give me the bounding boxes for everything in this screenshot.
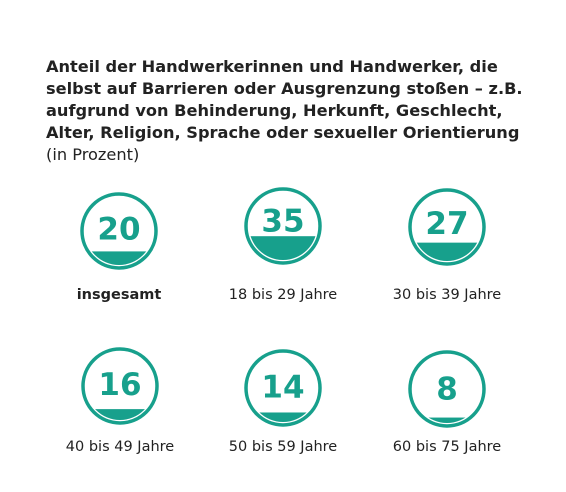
gauge-label-5: 50 bis 59 Jahre [228, 439, 338, 455]
gauge-fill-3 [413, 242, 481, 261]
gauge-ring-3 [408, 188, 486, 266]
gauge-5: 14 [244, 349, 322, 427]
gauge-1: 20 [80, 192, 158, 270]
gauge-2: 35 [244, 187, 322, 265]
gauge-fill-5 [249, 412, 317, 422]
chart-title-text: Anteil der Handwerkerinnen und Handwerke… [46, 57, 523, 142]
gauge-ring-4 [81, 347, 159, 425]
gauge-value-2: 35 [261, 204, 304, 240]
gauge-label-6: 60 bis 75 Jahre [392, 439, 502, 455]
gauge-value-4: 16 [98, 367, 141, 403]
gauge-label-2: 18 bis 29 Jahre [228, 287, 338, 303]
gauge-ring-5 [244, 349, 322, 427]
gauge-value-3: 27 [425, 206, 468, 242]
gauge-fill-2 [249, 236, 317, 260]
gauge-ring-6 [408, 350, 486, 428]
chart-unit: (in Prozent) [46, 145, 140, 164]
gauge-fill-4 [86, 409, 154, 420]
gauge-label-1: insgesamt [76, 287, 162, 303]
gauge-3: 27 [408, 188, 486, 266]
gauge-value-1: 20 [97, 211, 140, 247]
gauge-value-5: 14 [261, 369, 304, 405]
gauge-ring-1 [80, 192, 158, 270]
gauge-label-3: 30 bis 39 Jahre [392, 287, 502, 303]
gauge-ring-2 [244, 187, 322, 265]
gauge-value-6: 8 [436, 372, 458, 408]
chart-title: Anteil der Handwerkerinnen und Handwerke… [46, 56, 546, 166]
gauge-fill-6 [413, 417, 481, 423]
gauge-6: 8 [408, 350, 486, 428]
gauge-4: 16 [81, 347, 159, 425]
gauge-label-4: 40 bis 49 Jahre [65, 439, 175, 455]
